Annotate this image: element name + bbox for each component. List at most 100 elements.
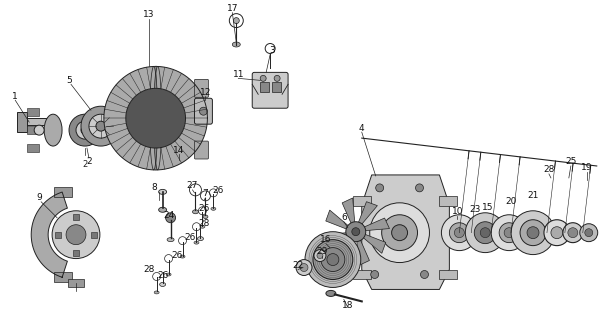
Text: 8: 8 bbox=[152, 183, 157, 192]
Circle shape bbox=[527, 227, 539, 239]
Circle shape bbox=[480, 228, 490, 238]
Ellipse shape bbox=[167, 238, 174, 242]
Text: 28: 28 bbox=[143, 265, 154, 274]
Circle shape bbox=[580, 224, 598, 242]
Text: 7: 7 bbox=[203, 189, 208, 198]
Text: 9: 9 bbox=[36, 193, 42, 202]
Polygon shape bbox=[31, 192, 67, 277]
Bar bbox=[73, 214, 79, 220]
Polygon shape bbox=[359, 232, 386, 253]
Bar bbox=[27, 126, 39, 134]
Ellipse shape bbox=[211, 207, 216, 210]
Circle shape bbox=[52, 211, 100, 259]
Bar bbox=[54, 187, 72, 197]
Text: 26: 26 bbox=[185, 233, 196, 242]
Text: 6: 6 bbox=[341, 213, 346, 222]
Circle shape bbox=[382, 215, 417, 251]
Text: 14: 14 bbox=[173, 146, 184, 155]
Polygon shape bbox=[342, 198, 355, 228]
Polygon shape bbox=[104, 67, 207, 170]
Circle shape bbox=[511, 211, 555, 255]
Circle shape bbox=[563, 223, 583, 243]
Circle shape bbox=[81, 106, 121, 146]
Text: 27: 27 bbox=[187, 181, 198, 190]
Circle shape bbox=[305, 232, 361, 287]
Polygon shape bbox=[356, 202, 378, 228]
Ellipse shape bbox=[326, 291, 336, 296]
Circle shape bbox=[89, 114, 113, 138]
Text: 18: 18 bbox=[342, 301, 354, 310]
Bar bbox=[353, 196, 371, 206]
Circle shape bbox=[66, 225, 86, 244]
Bar bbox=[91, 232, 97, 238]
Circle shape bbox=[199, 107, 207, 115]
Ellipse shape bbox=[180, 255, 185, 258]
Circle shape bbox=[420, 270, 428, 278]
Circle shape bbox=[296, 260, 312, 276]
Circle shape bbox=[568, 228, 578, 238]
Circle shape bbox=[327, 253, 339, 266]
Text: 5: 5 bbox=[66, 76, 72, 85]
Text: 16: 16 bbox=[320, 235, 332, 244]
Circle shape bbox=[450, 223, 469, 243]
Polygon shape bbox=[334, 235, 355, 262]
Circle shape bbox=[551, 227, 563, 239]
Bar bbox=[439, 269, 458, 279]
Text: 3: 3 bbox=[269, 46, 275, 55]
Circle shape bbox=[371, 270, 379, 278]
Circle shape bbox=[442, 215, 477, 251]
Bar bbox=[27, 108, 39, 116]
Ellipse shape bbox=[203, 215, 208, 219]
Text: 28: 28 bbox=[199, 219, 210, 228]
Circle shape bbox=[96, 121, 106, 131]
Text: 24: 24 bbox=[163, 211, 174, 220]
Circle shape bbox=[499, 223, 519, 243]
Ellipse shape bbox=[200, 225, 205, 228]
FancyBboxPatch shape bbox=[252, 72, 288, 108]
Text: 21: 21 bbox=[527, 191, 539, 200]
Circle shape bbox=[346, 222, 366, 242]
Ellipse shape bbox=[232, 42, 240, 47]
Circle shape bbox=[415, 184, 423, 192]
Circle shape bbox=[465, 213, 505, 252]
Circle shape bbox=[274, 76, 280, 81]
Bar bbox=[21, 118, 49, 125]
Bar bbox=[439, 196, 458, 206]
Ellipse shape bbox=[159, 207, 167, 212]
Circle shape bbox=[81, 126, 89, 134]
Text: 13: 13 bbox=[143, 10, 154, 19]
Circle shape bbox=[504, 228, 514, 238]
Text: 26: 26 bbox=[157, 271, 168, 280]
Ellipse shape bbox=[154, 291, 159, 294]
Circle shape bbox=[300, 264, 308, 271]
Text: 12: 12 bbox=[199, 88, 211, 97]
Circle shape bbox=[165, 213, 176, 223]
FancyBboxPatch shape bbox=[195, 79, 209, 97]
Ellipse shape bbox=[193, 210, 198, 214]
Text: 28: 28 bbox=[544, 165, 554, 174]
Circle shape bbox=[313, 240, 353, 279]
Text: 2: 2 bbox=[82, 160, 88, 169]
Text: 26: 26 bbox=[213, 186, 224, 196]
Circle shape bbox=[585, 229, 593, 237]
Circle shape bbox=[314, 250, 326, 261]
Text: 11: 11 bbox=[232, 70, 244, 79]
Circle shape bbox=[260, 76, 266, 81]
Bar bbox=[272, 82, 281, 92]
Ellipse shape bbox=[194, 241, 199, 244]
Ellipse shape bbox=[198, 237, 204, 241]
Bar bbox=[353, 269, 371, 279]
Circle shape bbox=[454, 228, 464, 238]
Circle shape bbox=[317, 252, 323, 259]
Circle shape bbox=[520, 220, 546, 246]
Circle shape bbox=[126, 88, 185, 148]
Circle shape bbox=[34, 125, 44, 135]
Text: 22: 22 bbox=[292, 261, 304, 270]
Text: 10: 10 bbox=[451, 207, 463, 216]
Circle shape bbox=[376, 184, 384, 192]
Ellipse shape bbox=[166, 273, 171, 276]
Text: 4: 4 bbox=[359, 124, 365, 132]
Text: 1: 1 bbox=[12, 92, 18, 101]
Circle shape bbox=[370, 203, 429, 262]
Circle shape bbox=[392, 225, 407, 241]
